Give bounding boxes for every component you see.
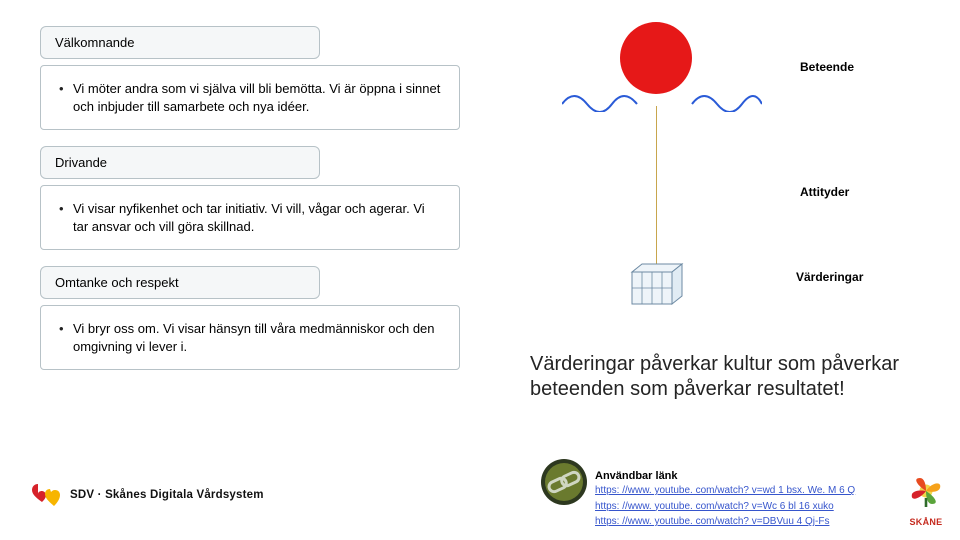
sdv-logo: SDV · Skånes Digitala Vårdsystem bbox=[30, 480, 264, 510]
values-column: Välkomnande Vi möter andra som vi själva… bbox=[40, 26, 460, 386]
value-title-2: Omtanke och respekt bbox=[40, 266, 320, 299]
anchor-box-icon bbox=[626, 262, 684, 306]
skane-text: SKÅNE bbox=[906, 517, 946, 527]
label-varderingar: Värderingar bbox=[796, 270, 863, 284]
links-title: Användbar länk bbox=[595, 470, 945, 482]
value-title-1: Drivande bbox=[40, 146, 320, 179]
label-beteende: Beteende bbox=[800, 60, 854, 74]
skane-flower-icon bbox=[906, 476, 946, 510]
link-0[interactable]: https: //www. youtube. com/watch? v=wd 1… bbox=[595, 483, 945, 499]
statement-text: Värderingar påverkar kultur som påverkar… bbox=[530, 352, 930, 402]
value-card-0: Vi möter andra som vi själva vill bli be… bbox=[40, 65, 460, 130]
region-skane-logo: SKÅNE bbox=[906, 476, 946, 527]
value-title-0: Välkomnande bbox=[40, 26, 320, 59]
label-attityder: Attityder bbox=[800, 185, 849, 199]
value-body-2: Vi bryr oss om. Vi visar hänsyn till vår… bbox=[57, 320, 443, 355]
sun-icon bbox=[620, 22, 692, 94]
value-block-2: Omtanke och respekt Vi bryr oss om. Vi v… bbox=[40, 266, 460, 370]
link-1[interactable]: https: //www. youtube. com/watch? v=Wc 6… bbox=[595, 499, 945, 515]
wave-icon bbox=[562, 86, 762, 112]
string-line bbox=[656, 106, 657, 264]
sdv-heart-icon bbox=[30, 480, 60, 510]
value-body-1: Vi visar nyfikenhet och tar initiativ. V… bbox=[57, 200, 443, 235]
value-block-1: Drivande Vi visar nyfikenhet och tar ini… bbox=[40, 146, 460, 250]
value-block-0: Välkomnande Vi möter andra som vi själva… bbox=[40, 26, 460, 130]
link-2[interactable]: https: //www. youtube. com/watch? v=DBVu… bbox=[595, 514, 945, 530]
sdv-text: SDV · Skånes Digitala Vårdsystem bbox=[70, 489, 264, 501]
iceberg-diagram: Beteende Attityder Värderingar bbox=[530, 10, 910, 330]
value-card-2: Vi bryr oss om. Vi visar hänsyn till vår… bbox=[40, 305, 460, 370]
value-body-0: Vi möter andra som vi själva vill bli be… bbox=[57, 80, 443, 115]
links-block: Användbar länk https: //www. youtube. co… bbox=[595, 470, 945, 530]
value-card-1: Vi visar nyfikenhet och tar initiativ. V… bbox=[40, 185, 460, 250]
chain-link-icon bbox=[540, 458, 588, 506]
